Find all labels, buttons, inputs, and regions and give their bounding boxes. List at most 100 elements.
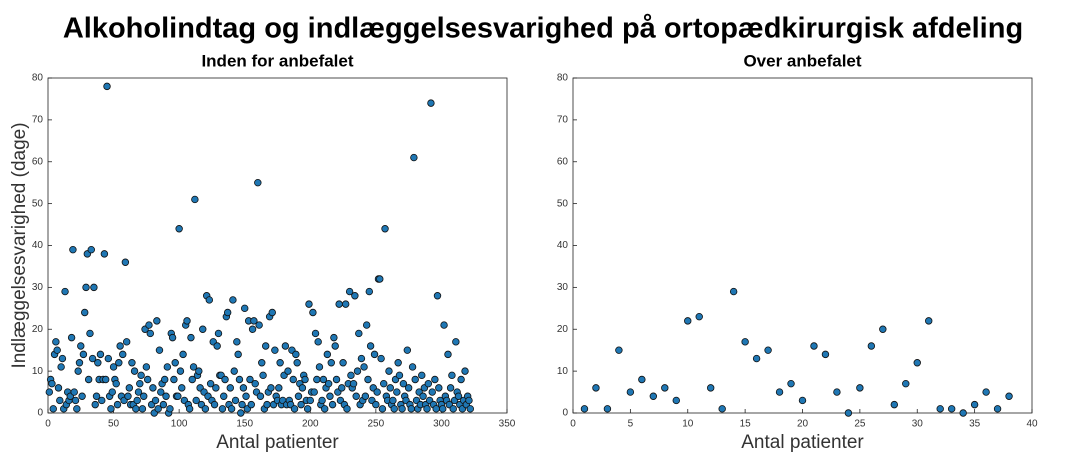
data-point — [378, 405, 387, 413]
data-point — [431, 375, 439, 384]
data-point — [109, 363, 118, 371]
data-point — [403, 346, 412, 354]
data-point — [372, 400, 380, 409]
data-point — [376, 275, 384, 283]
y-tick-label: 40 — [32, 240, 44, 251]
data-point — [175, 225, 183, 233]
data-point — [309, 308, 317, 317]
data-point — [433, 292, 442, 300]
data-point — [695, 312, 703, 321]
x-tick-label: 20 — [797, 419, 809, 430]
data-point — [235, 375, 244, 384]
data-point — [107, 405, 115, 413]
data-point — [163, 363, 172, 371]
data-point — [913, 359, 921, 367]
data-point — [408, 363, 417, 371]
data-point — [649, 392, 658, 400]
data-point — [212, 384, 220, 392]
data-point — [70, 388, 78, 396]
data-point — [69, 245, 77, 254]
x-tick-label: 25 — [854, 419, 866, 430]
data-point — [82, 283, 90, 292]
data-point — [410, 153, 418, 162]
data-point — [684, 317, 692, 325]
data-point — [289, 375, 297, 384]
data-point — [218, 405, 227, 413]
data-point — [137, 371, 145, 380]
data-point — [393, 388, 401, 396]
data-point — [90, 283, 98, 292]
data-point — [366, 342, 375, 350]
y-tick-label: 0 — [37, 408, 43, 419]
x-tick-label: 30 — [912, 419, 924, 430]
data-point — [341, 300, 350, 308]
data-point — [53, 346, 61, 354]
data-point — [936, 405, 944, 413]
x-tick-label: 100 — [171, 419, 188, 430]
data-point — [96, 350, 105, 359]
data-point — [764, 346, 772, 354]
data-point — [879, 325, 887, 333]
data-point — [54, 384, 63, 392]
data-point — [261, 342, 270, 350]
data-point — [49, 405, 57, 413]
data-point — [56, 396, 64, 405]
data-point — [206, 379, 215, 388]
y-tick-label: 20 — [32, 324, 44, 335]
data-point — [428, 388, 436, 396]
data-point — [902, 379, 910, 388]
data-point — [157, 388, 165, 396]
data-point — [615, 346, 623, 354]
data-point — [191, 195, 199, 204]
data-point — [439, 405, 447, 413]
data-point — [230, 367, 238, 375]
data-point — [672, 396, 680, 405]
data-point — [140, 392, 148, 400]
data-point — [77, 342, 85, 350]
data-point — [982, 388, 990, 396]
x-tick-label: 10 — [682, 419, 694, 430]
data-point — [221, 375, 229, 384]
data-point — [364, 375, 372, 384]
data-point — [58, 354, 67, 363]
data-point — [294, 392, 303, 400]
data-point — [452, 338, 460, 346]
data-point — [454, 392, 463, 400]
data-point — [48, 379, 56, 388]
data-point — [170, 375, 178, 384]
data-point — [867, 342, 876, 350]
data-point — [179, 350, 187, 359]
y-tick-label: 0 — [562, 408, 568, 419]
data-point — [52, 338, 60, 346]
data-point — [88, 354, 97, 363]
data-point — [223, 308, 232, 317]
data-point — [603, 405, 612, 413]
data-point — [427, 99, 435, 107]
data-point — [306, 396, 314, 405]
data-point — [102, 375, 110, 384]
y-tick-label: 80 — [32, 73, 44, 84]
data-point — [297, 400, 305, 409]
data-point — [154, 405, 162, 413]
data-point — [81, 308, 89, 317]
data-point — [267, 384, 275, 392]
data-point — [284, 367, 292, 375]
data-point — [301, 375, 309, 384]
y-tick-label: 70 — [32, 115, 44, 126]
data-point — [250, 317, 258, 325]
data-point — [707, 384, 715, 392]
data-point — [959, 409, 967, 417]
data-point — [226, 384, 234, 392]
data-point — [134, 388, 143, 396]
data-point — [395, 371, 404, 380]
data-point — [418, 371, 426, 380]
data-point — [314, 338, 322, 346]
data-point — [178, 384, 186, 392]
data-point — [74, 367, 82, 375]
data-point — [394, 359, 402, 367]
data-point — [398, 405, 406, 413]
data-point — [360, 363, 368, 371]
data-point — [305, 300, 313, 308]
data-point — [315, 363, 324, 371]
